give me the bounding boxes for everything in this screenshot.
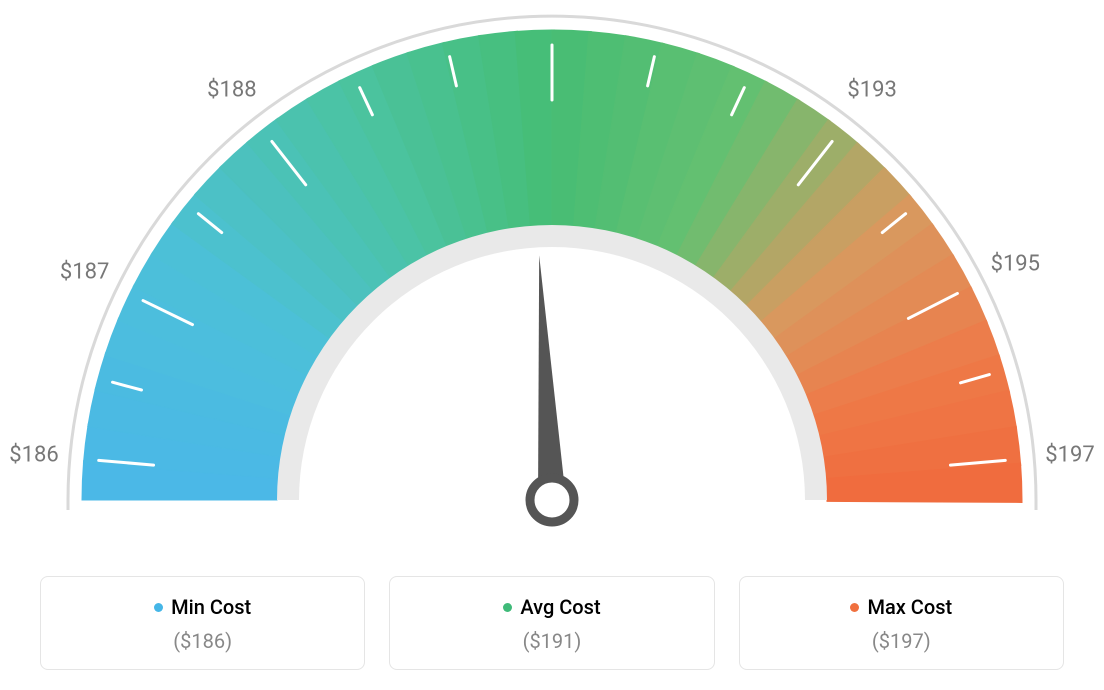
legend-min-title: Min Cost bbox=[154, 595, 251, 619]
cost-gauge-widget: $186$187$188$191$193$195$197 Min Cost ($… bbox=[0, 0, 1104, 690]
legend-max-card: Max Cost ($197) bbox=[739, 576, 1064, 670]
gauge-tick-label: $193 bbox=[847, 78, 896, 103]
gauge-tick-label: $195 bbox=[991, 251, 1040, 276]
legend-avg-value: ($191) bbox=[400, 629, 703, 653]
gauge-tick-label: $188 bbox=[207, 78, 256, 103]
legend-row: Min Cost ($186) Avg Cost ($191) Max Cost… bbox=[0, 576, 1104, 670]
legend-min-label: Min Cost bbox=[171, 595, 251, 619]
gauge-tick-label: $187 bbox=[60, 260, 109, 285]
legend-avg-title: Avg Cost bbox=[503, 595, 600, 619]
legend-avg-card: Avg Cost ($191) bbox=[389, 576, 714, 670]
gauge-svg bbox=[0, 0, 1104, 560]
legend-max-title: Max Cost bbox=[850, 595, 952, 619]
legend-min-card: Min Cost ($186) bbox=[40, 576, 365, 670]
legend-avg-label: Avg Cost bbox=[520, 595, 600, 619]
gauge-chart: $186$187$188$191$193$195$197 bbox=[0, 0, 1104, 560]
dot-icon bbox=[503, 603, 512, 612]
legend-min-value: ($186) bbox=[51, 629, 354, 653]
dot-icon bbox=[850, 603, 859, 612]
gauge-tick-label: $186 bbox=[9, 442, 58, 467]
legend-max-value: ($197) bbox=[750, 629, 1053, 653]
gauge-tick-label: $197 bbox=[1045, 442, 1094, 467]
dot-icon bbox=[154, 603, 163, 612]
legend-max-label: Max Cost bbox=[867, 595, 952, 619]
